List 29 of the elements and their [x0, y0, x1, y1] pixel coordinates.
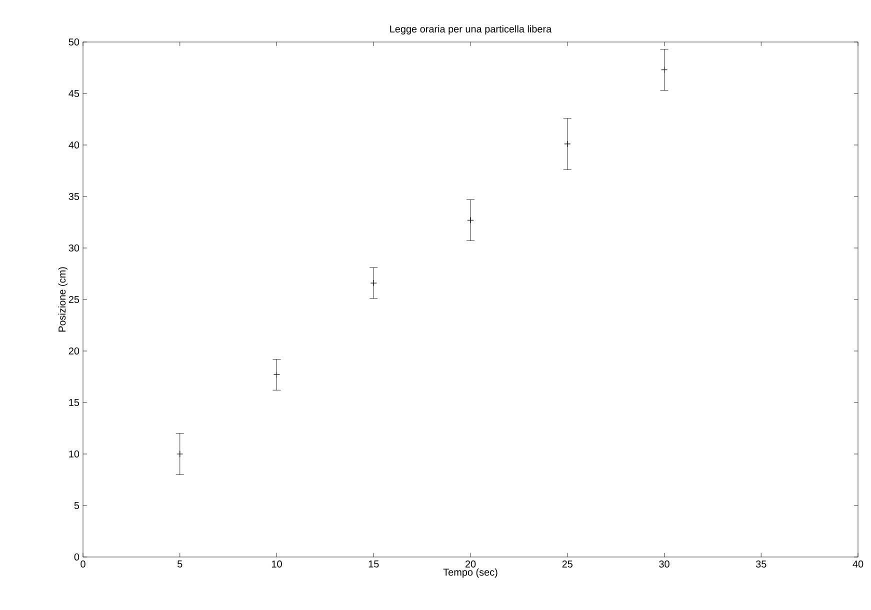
point — [370, 280, 377, 286]
y-axis-title: Posizione (cm) — [58, 267, 68, 332]
y-tick-label: 35 — [68, 192, 80, 200]
y-tick-label: 50 — [68, 38, 80, 46]
y-tick-label: 20 — [68, 347, 80, 355]
y-tick-label: 5 — [74, 502, 80, 509]
x-tick-label: 0 — [80, 560, 86, 568]
x-tick-label: 25 — [562, 560, 573, 568]
x-tick-label: 5 — [178, 560, 182, 568]
x-tick-label: 10 — [272, 560, 282, 568]
x-tick-label: 35 — [756, 560, 766, 568]
x-axis-title: Tempo (sec) — [443, 568, 498, 578]
y-tick-label: 0 — [74, 553, 80, 561]
y-tick-label: 25 — [68, 296, 80, 304]
point — [564, 140, 571, 148]
x-tick-label: 15 — [368, 560, 379, 568]
point — [660, 66, 668, 74]
point — [176, 450, 184, 458]
y-tick-label: 10 — [69, 450, 80, 458]
x-tick-label: 40 — [852, 560, 864, 568]
x-tick-label: 20 — [465, 560, 476, 568]
chart-title: Legge oraria per una particella libera — [390, 25, 552, 34]
point — [273, 371, 280, 378]
y-tick-label: 45 — [68, 90, 80, 97]
y-tick-label: 30 — [68, 244, 80, 252]
y-tick-label: 40 — [68, 141, 80, 149]
point — [467, 216, 474, 224]
y-tick-label: 15 — [69, 399, 80, 406]
x-tick-label: 30 — [659, 560, 670, 568]
